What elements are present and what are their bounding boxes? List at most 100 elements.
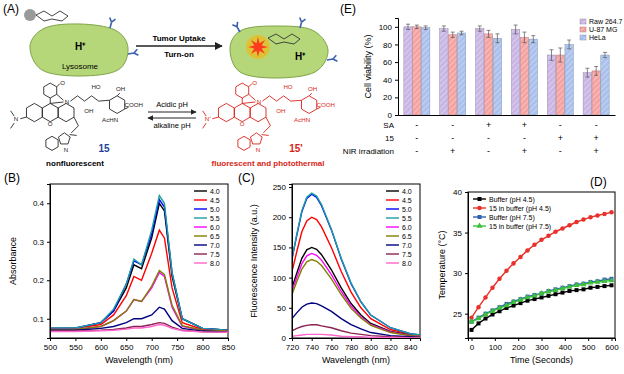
bond	[250, 103, 266, 121]
marker	[573, 282, 579, 287]
error-bar	[549, 50, 553, 61]
atom: AcHN	[294, 116, 310, 123]
tick-label: 100	[489, 343, 503, 352]
plot-area	[468, 210, 614, 332]
atom: O	[240, 120, 245, 127]
axis-title: Cell viability (%)	[363, 34, 373, 98]
tick: 40	[383, 76, 398, 85]
plot-frame	[292, 184, 420, 338]
marker	[581, 217, 586, 222]
axis-line	[51, 339, 229, 342]
compound-caption: nonfluorescent	[46, 159, 104, 168]
tick-mark	[203, 338, 204, 341]
legend-label: 4.0	[210, 188, 220, 195]
tick-mark	[289, 187, 292, 188]
bond	[57, 94, 64, 100]
legend-item: 6.0	[386, 224, 412, 231]
marker	[553, 229, 558, 234]
panel-label: (D)	[590, 175, 607, 189]
tick: 0.2	[33, 276, 50, 285]
tick: 50	[277, 304, 292, 313]
tick-label: 0.1	[33, 315, 45, 324]
legend-swatch	[386, 262, 399, 263]
bond	[249, 94, 256, 100]
bar	[547, 55, 555, 115]
bond	[262, 96, 301, 101]
tick: 800	[365, 338, 379, 352]
legend-item: U-87 MG	[580, 26, 617, 33]
axis-title: Temperature (°C)	[437, 230, 447, 299]
tick-mark	[495, 338, 496, 341]
tick: 550	[69, 338, 83, 352]
legend-label: 5.5	[210, 215, 220, 222]
condition-value: -	[451, 120, 454, 130]
bar	[476, 29, 484, 115]
tick-label: 700	[146, 343, 160, 352]
atom: N⁺	[205, 115, 211, 122]
tick-mark	[75, 338, 76, 341]
bond	[212, 117, 218, 119]
tick-mark	[312, 338, 313, 341]
panel-label: (C)	[238, 171, 255, 185]
error-bar	[567, 40, 571, 49]
tick-label: 40	[383, 76, 392, 85]
compound-number: 15	[98, 143, 110, 154]
marker	[519, 301, 523, 305]
condition-value: -	[595, 120, 598, 130]
legend-label: 7.5	[402, 251, 412, 258]
marker	[510, 299, 516, 304]
tick-label: 20	[383, 93, 392, 102]
tick-label: 500	[44, 343, 58, 352]
series-line	[50, 203, 228, 330]
series-line	[292, 325, 420, 338]
bar	[529, 39, 537, 115]
marker	[595, 213, 600, 218]
marker	[517, 296, 523, 301]
tick: 0	[388, 111, 398, 120]
error-bar	[487, 30, 491, 37]
marker	[559, 285, 565, 290]
organelle-label: Lysosome	[62, 62, 99, 71]
panel-diagram: (A)H⁺LysosomeH⁺Tumor UptakeTurn-onONONNH…	[3, 2, 337, 168]
marker	[482, 311, 488, 316]
legend-item: Buffer (pH 4.5)	[473, 196, 535, 204]
marker	[497, 277, 502, 282]
legend-item: 7.0	[194, 242, 220, 249]
atom: N	[65, 98, 69, 105]
legend-swatch	[386, 226, 399, 227]
tick-mark	[465, 273, 468, 274]
marker	[588, 215, 593, 220]
bond	[238, 136, 250, 150]
panel-label: (E)	[340, 2, 356, 16]
error-bar	[478, 26, 482, 31]
legend-item: 5.5	[386, 215, 412, 222]
panel-label: (B)	[4, 171, 20, 185]
error-bar	[406, 24, 410, 29]
bar	[583, 73, 591, 115]
marker	[476, 305, 481, 310]
series-line	[292, 303, 420, 337]
legend-item: 6.5	[194, 233, 220, 240]
legend-label: U-87 MG	[589, 26, 617, 33]
bond	[70, 96, 109, 101]
tick-label: 600	[95, 343, 109, 352]
marker	[603, 284, 607, 288]
bar	[556, 55, 564, 115]
condition-value: +	[522, 120, 527, 130]
tick-label: 0.4	[33, 199, 45, 208]
bond	[117, 93, 120, 96]
series-line	[472, 285, 612, 330]
marker	[531, 292, 537, 297]
legend-marker	[478, 215, 482, 219]
legend-label: 6.5	[402, 233, 412, 240]
tick-label: 800	[365, 343, 379, 352]
plot-frame	[50, 184, 228, 338]
tick-label: 500	[582, 343, 596, 352]
tick-mark	[465, 192, 468, 193]
marker	[601, 278, 607, 283]
legend-swatch	[386, 199, 399, 200]
bar	[421, 28, 429, 115]
error-bar	[522, 32, 526, 43]
probe-dye	[24, 9, 36, 21]
legend-label: 8.0	[210, 260, 220, 267]
